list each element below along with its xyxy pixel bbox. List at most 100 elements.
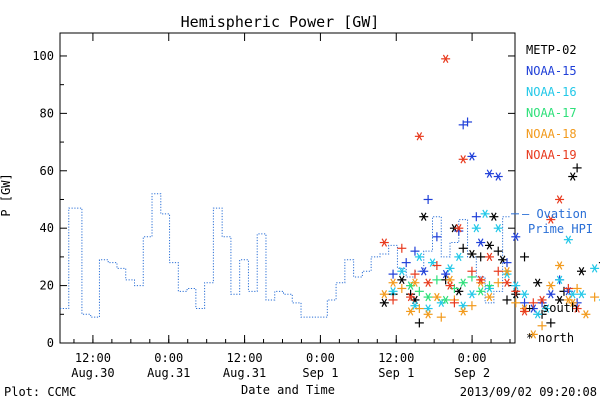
data-point-metp-02 bbox=[419, 212, 429, 221]
star-stroke bbox=[412, 301, 418, 310]
star-stroke bbox=[530, 330, 537, 339]
y-axis: 0 20 40 60 80 100 bbox=[32, 49, 515, 350]
legend-entry: NOAA-16 bbox=[526, 85, 577, 99]
data-point-noaa-15 bbox=[502, 258, 512, 268]
data-point-noaa-15 bbox=[520, 298, 530, 308]
data-point-noaa-16 bbox=[563, 235, 573, 244]
data-point-noaa-18 bbox=[581, 310, 591, 319]
star-stroke bbox=[583, 310, 589, 319]
data-point-noaa-19 bbox=[397, 243, 407, 253]
data-point-noaa-15 bbox=[463, 117, 473, 127]
data-point-noaa-16 bbox=[590, 264, 600, 273]
star-stroke bbox=[420, 212, 427, 221]
star-stroke bbox=[499, 255, 506, 264]
data-point-metp-02 bbox=[484, 241, 494, 250]
data-point-noaa-18 bbox=[410, 278, 420, 287]
data-point-noaa-19 bbox=[537, 295, 547, 305]
star-stroke bbox=[416, 132, 423, 141]
star-stroke bbox=[442, 295, 449, 305]
star-stroke bbox=[425, 292, 431, 302]
star-stroke bbox=[548, 281, 554, 290]
data-point-noaa-15 bbox=[432, 232, 442, 242]
star-stroke bbox=[477, 275, 484, 285]
data-point-noaa-16 bbox=[520, 290, 530, 299]
star-stroke bbox=[569, 290, 576, 299]
x-tick-date: Sep 2 bbox=[454, 366, 490, 380]
star-stroke bbox=[486, 169, 493, 178]
legend-entry: NOAA-18 bbox=[526, 127, 577, 141]
data-point-noaa-16 bbox=[467, 290, 477, 299]
data-point-noaa-17 bbox=[484, 281, 494, 291]
star-stroke bbox=[381, 298, 388, 308]
star-stroke bbox=[456, 287, 462, 296]
data-point-noaa-18 bbox=[406, 307, 416, 316]
star-stroke bbox=[460, 278, 466, 287]
legend: METP-02 NOAA-15 NOAA-16 NOAA-17 NOAA-18 NOAA-… bbox=[526, 43, 577, 162]
star-stroke bbox=[473, 223, 480, 233]
data-point-noaa-19 bbox=[555, 195, 565, 204]
data-point-metp-02 bbox=[555, 295, 565, 305]
data-point-noaa-15 bbox=[546, 290, 556, 299]
star-stroke bbox=[491, 212, 497, 221]
star-stroke bbox=[416, 252, 423, 262]
data-point-noaa-17 bbox=[476, 287, 486, 296]
x-tick-date: Aug.31 bbox=[223, 366, 266, 380]
star-stroke bbox=[495, 172, 502, 181]
data-point-noaa-16 bbox=[414, 252, 424, 262]
data-point-noaa-19 bbox=[467, 266, 477, 276]
data-point-noaa-18 bbox=[537, 321, 547, 331]
star-stroke bbox=[521, 307, 528, 316]
data-point-metp-02 bbox=[414, 318, 424, 328]
data-point-metp-02 bbox=[533, 278, 543, 287]
data-point-noaa-18 bbox=[436, 312, 446, 322]
data-point-noaa-16 bbox=[511, 281, 521, 290]
y-tick-label: 80 bbox=[40, 106, 54, 120]
star-stroke bbox=[578, 267, 585, 276]
star-stroke bbox=[512, 281, 519, 290]
star-stroke bbox=[539, 295, 545, 305]
data-points-layer bbox=[379, 54, 600, 339]
chart-title: Hemispheric Power [GW] bbox=[181, 13, 380, 31]
data-point-noaa-19 bbox=[511, 286, 521, 296]
data-point-noaa-19 bbox=[476, 275, 486, 285]
star-stroke bbox=[569, 298, 576, 308]
star-stroke bbox=[495, 223, 502, 233]
data-point-noaa-19 bbox=[572, 304, 582, 313]
data-point-noaa-18 bbox=[388, 278, 398, 287]
y-tick-label: 20 bbox=[40, 279, 54, 293]
data-point-metp-02 bbox=[493, 246, 503, 256]
star-stroke bbox=[548, 290, 554, 299]
star-stroke bbox=[412, 278, 418, 287]
data-point-noaa-16 bbox=[480, 209, 490, 219]
star-stroke bbox=[556, 261, 563, 270]
star-stroke bbox=[591, 264, 598, 273]
x-tick-time: 0:00 bbox=[458, 351, 487, 365]
data-point-noaa-18 bbox=[555, 261, 565, 270]
data-point-noaa-15 bbox=[484, 169, 494, 178]
ovation-step-line bbox=[60, 193, 511, 318]
data-point-noaa-15 bbox=[410, 246, 420, 256]
star-stroke bbox=[534, 278, 541, 287]
data-point-noaa-18 bbox=[511, 298, 521, 308]
data-point-noaa-18 bbox=[572, 283, 582, 293]
star-stroke bbox=[486, 241, 493, 250]
star-stroke bbox=[469, 152, 475, 161]
star-stroke bbox=[442, 269, 449, 279]
data-point-noaa-16 bbox=[555, 275, 565, 285]
star-stroke bbox=[482, 209, 488, 219]
legend-entry: NOAA-15 bbox=[526, 64, 577, 78]
star-stroke bbox=[504, 267, 510, 276]
data-point-metp-02 bbox=[489, 212, 499, 221]
data-point-noaa-19 bbox=[432, 261, 442, 270]
data-point-noaa-18 bbox=[414, 304, 424, 314]
data-point-noaa-16 bbox=[388, 287, 398, 296]
data-point-noaa-18 bbox=[397, 283, 407, 293]
data-point-metp-02 bbox=[546, 318, 556, 328]
data-point-noaa-16 bbox=[454, 252, 464, 262]
data-point-metp-02 bbox=[577, 267, 586, 276]
x-axis: 12:00Aug.300:00Aug.3112:00Aug.310:00Sep … bbox=[71, 33, 511, 380]
data-point-noaa-18 bbox=[467, 301, 477, 311]
data-point-noaa-17 bbox=[414, 286, 424, 296]
data-point-noaa-18 bbox=[484, 292, 494, 302]
x-tick-time: 12:00 bbox=[75, 351, 111, 365]
